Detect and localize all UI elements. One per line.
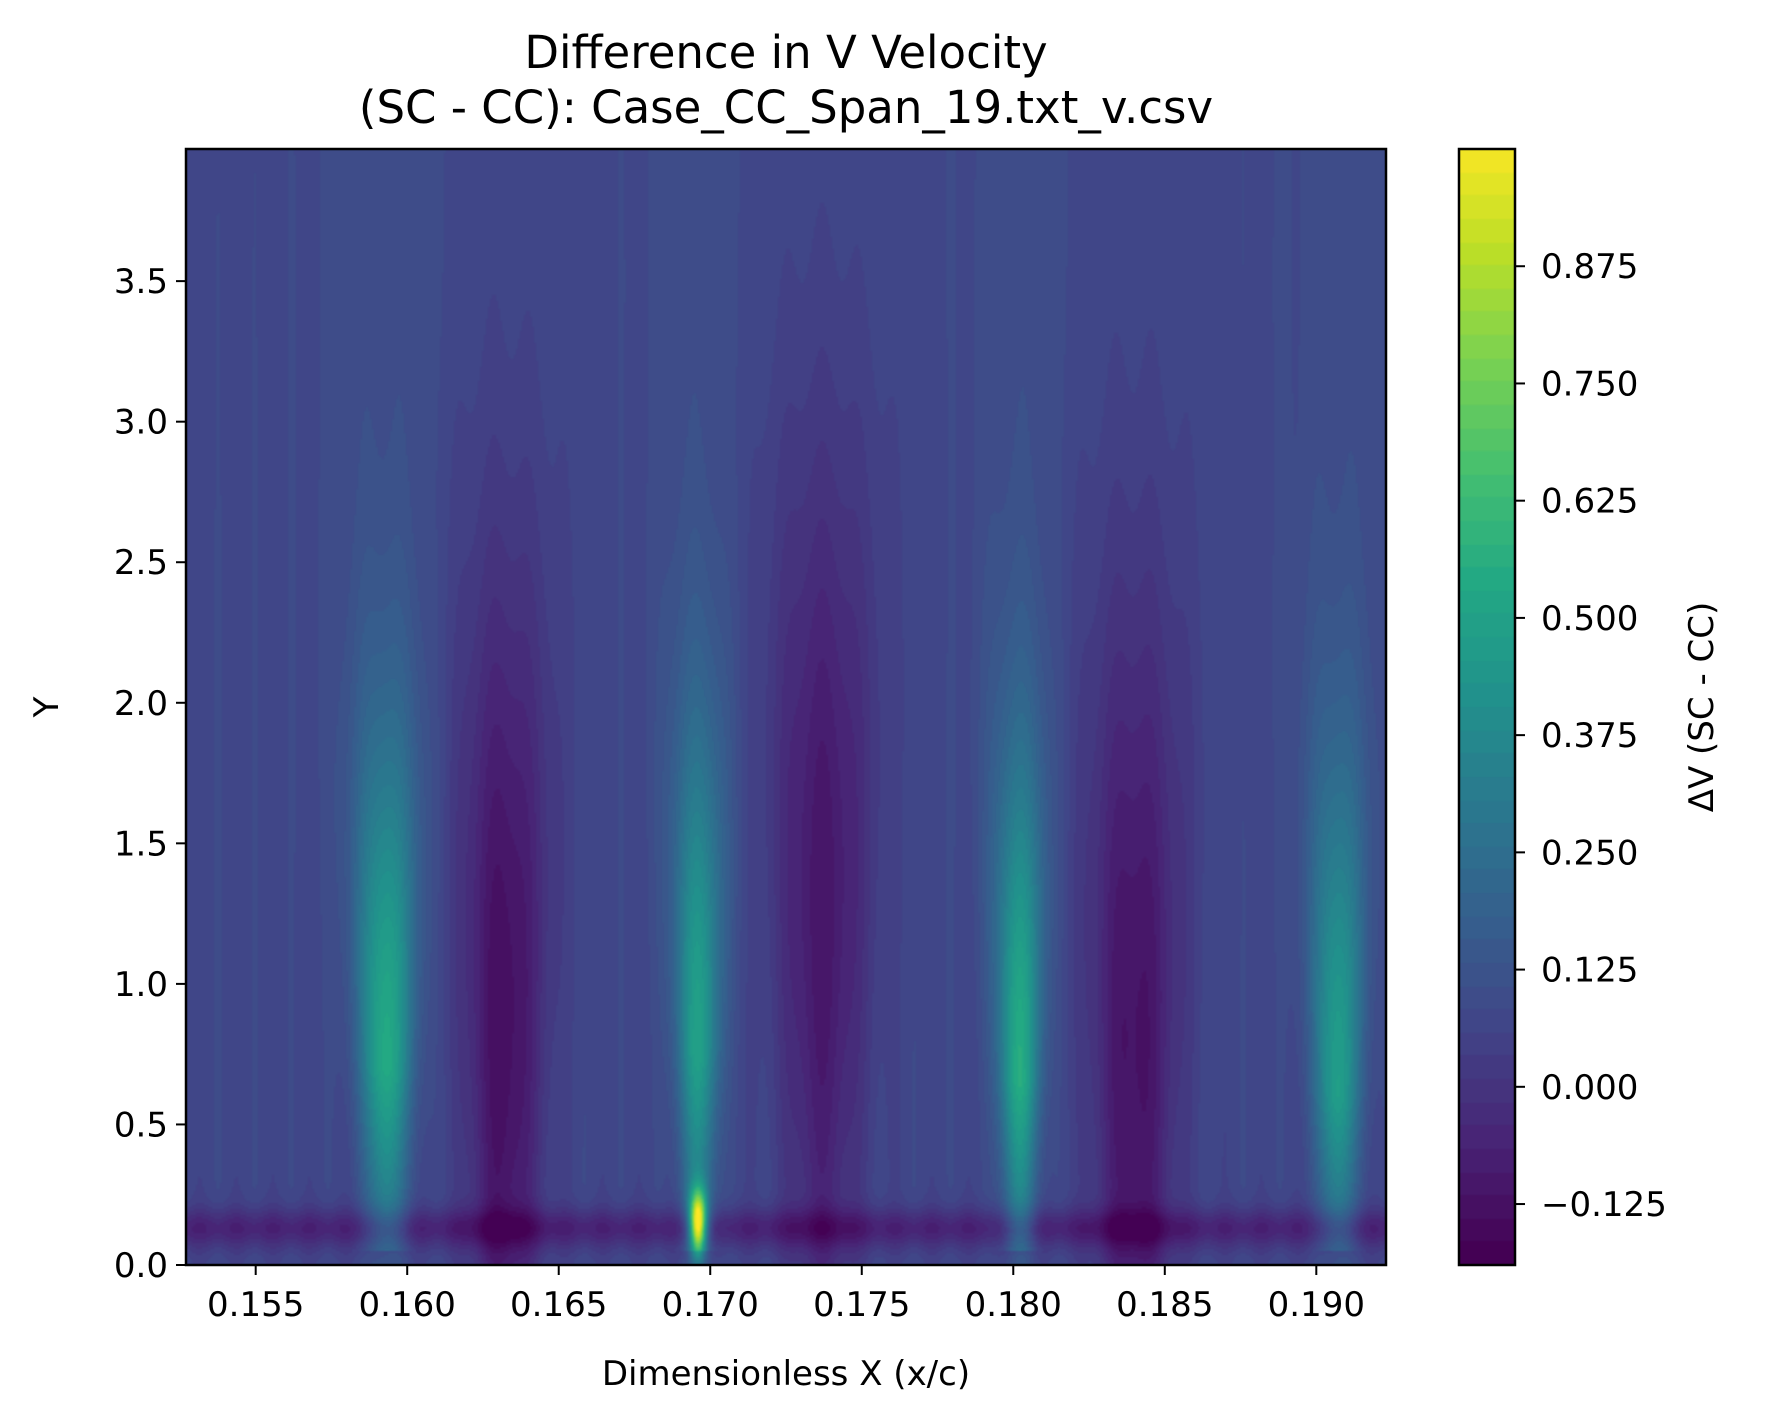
y-tick-label: 0.0 [114, 1246, 168, 1286]
y-tick-label: 0.5 [114, 1105, 168, 1145]
colorbar-tick-label: 0.750 [1541, 364, 1638, 404]
y-tick-label: 3.0 [114, 403, 168, 443]
y-axis-label: Y [27, 696, 67, 718]
y-axis-ticks: 0.0 0.5 1.0 1.5 2.0 2.5 3.0 3.5 [114, 262, 186, 1286]
x-axis-label: Dimensionless X (x/c) [602, 1354, 970, 1394]
colorbar-tick-label: −0.125 [1541, 1185, 1667, 1225]
y-tick-label: 2.5 [114, 543, 168, 583]
x-tick-label: 0.180 [965, 1285, 1062, 1325]
colorbar-tick-label: 0.250 [1541, 833, 1638, 873]
y-tick-label: 3.5 [114, 262, 168, 302]
y-tick-label: 1.5 [114, 824, 168, 864]
x-axis-ticks: 0.155 0.160 0.165 0.170 0.175 0.180 0.185 0.190 [207, 1265, 1365, 1325]
x-tick-label: 0.155 [207, 1285, 304, 1325]
colorbar-label: ΔV (SC - CC) [1682, 602, 1722, 813]
colorbar-tick-label: 0.875 [1541, 247, 1638, 287]
colorbar-tick-label: 0.500 [1541, 599, 1638, 639]
x-tick-label: 0.190 [1268, 1285, 1365, 1325]
plot-frame [184, 147, 1388, 1267]
heatmap-canvas [186, 149, 1386, 1265]
colorbar-ticks: −0.125 0.000 0.125 0.250 0.375 0.500 0.625 0.75… [1515, 247, 1667, 1225]
x-tick-label: 0.160 [359, 1285, 456, 1325]
heatmap-field [186, 149, 1386, 1265]
colorbar: −0.125 0.000 0.125 0.250 0.375 0.500 0.625 0.75… [1457, 147, 1722, 1267]
colorbar-tick-label: 0.000 [1541, 1068, 1638, 1108]
x-tick-label: 0.175 [813, 1285, 910, 1325]
colorbar-tick-label: 0.125 [1541, 951, 1638, 991]
colorbar-gradient [1459, 149, 1515, 1265]
chart-subtitle: (SC - CC): Case_CC_Span_19.txt_v.csv [359, 81, 1213, 134]
x-tick-label: 0.165 [510, 1285, 607, 1325]
y-tick-label: 1.0 [114, 965, 168, 1005]
colorbar-tick-label: 0.625 [1541, 482, 1638, 522]
colorbar-tick-label: 0.375 [1541, 716, 1638, 756]
x-tick-label: 0.185 [1116, 1285, 1213, 1325]
chart-title: Difference in V Velocity [524, 26, 1047, 79]
colorbar-frame [1457, 147, 1517, 1267]
x-tick-label: 0.170 [662, 1285, 759, 1325]
y-tick-label: 2.0 [114, 684, 168, 724]
